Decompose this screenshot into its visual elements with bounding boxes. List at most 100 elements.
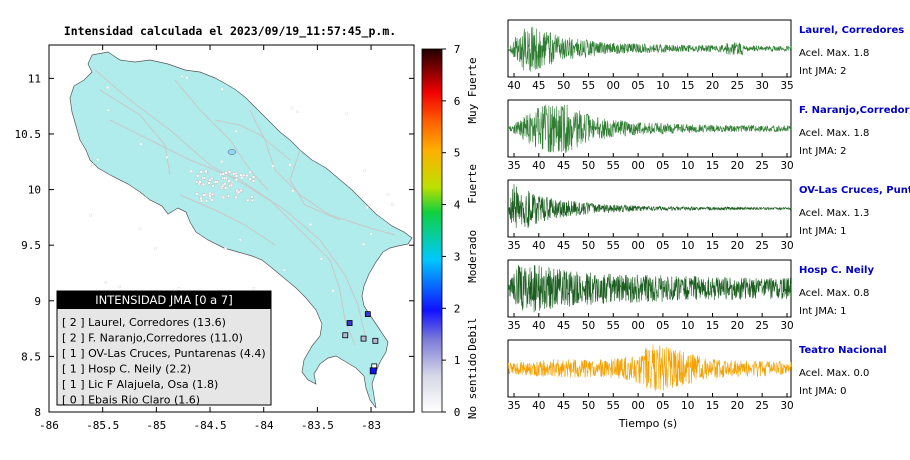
legend-entry: [ 1 ] Lic F Alajuela, Osa (1.8) [62, 378, 218, 391]
station-marker[interactable] [360, 335, 367, 342]
station-dot [211, 184, 215, 188]
time-tick-label: 55 [607, 160, 620, 172]
station-dot [204, 169, 208, 173]
station-dot [365, 206, 369, 209]
time-tick-label: 00 [631, 160, 644, 172]
colorbar-tick-label: 2 [454, 302, 461, 315]
station-name: Hosp C. Neily [799, 265, 874, 276]
legend-entry: [ 1 ] OV-Las Cruces, Puntarenas (4.4) [62, 347, 266, 360]
waveform-trace [507, 104, 792, 153]
station-dot [195, 192, 199, 196]
station-dot [296, 110, 299, 113]
figure-title: Intensidad calculada el 2023/09/19_11:57… [64, 24, 396, 39]
station-marker[interactable] [364, 311, 371, 318]
station-dot [288, 163, 292, 167]
x-tick-label: -86 [39, 419, 59, 432]
x-tick-label: -83.5 [301, 419, 334, 432]
time-tick-label: 15 [706, 320, 719, 332]
station-dot [271, 164, 275, 168]
station-dot [242, 173, 246, 177]
station-dot [220, 160, 224, 163]
colorbar-category-label: No sentido [466, 353, 479, 419]
y-tick-label: 8 [34, 406, 41, 419]
colorbar-tick-label: 7 [454, 43, 461, 56]
time-tick-label: 55 [607, 400, 620, 412]
station-dot [224, 247, 227, 250]
time-tick-label: 15 [706, 160, 719, 172]
jma-intensity: Int JMA: 2 [799, 146, 847, 157]
x-tick-label: -84.5 [193, 419, 226, 432]
waveform-panels: 40 45 50 55 00 05 10 15 20 25 30 35 Laurel, Corredor… [507, 19, 910, 412]
time-tick-label: 20 [731, 400, 744, 412]
road-network [94, 69, 396, 346]
time-tick-label: 10 [656, 80, 669, 92]
time-tick-label: 35 [507, 320, 520, 332]
waveform-trace [507, 184, 792, 229]
time-tick-label: 20 [731, 240, 744, 252]
time-tick-label: 45 [557, 320, 570, 332]
station-dot [309, 223, 312, 226]
station-dot [96, 158, 99, 161]
station-dot [252, 175, 256, 179]
station-dot [165, 156, 169, 159]
station-dot [240, 176, 244, 179]
time-tick-label: 20 [706, 80, 719, 92]
colorbar-category-label: Muy Fuerte [466, 57, 479, 123]
legend-entry: [ 2 ] Laurel, Corredores (13.6) [62, 316, 226, 329]
station-dot [208, 192, 212, 195]
time-tick-label: 55 [607, 320, 620, 332]
time-tick-label: 35 [780, 80, 793, 92]
x-tick-label: -84 [254, 419, 274, 432]
legend-header [57, 291, 271, 309]
station-dot [220, 87, 224, 91]
time-tick-label: 20 [731, 320, 744, 332]
station-dot [189, 169, 193, 173]
waveform-trace [507, 344, 792, 392]
max-acceleration: Acel. Max. 0.0 [799, 368, 869, 379]
station-dot [200, 199, 204, 203]
station-dot [177, 287, 181, 291]
time-tick-label: 35 [507, 400, 520, 412]
time-tick-label: 25 [755, 240, 768, 252]
time-tick-label: 15 [681, 80, 694, 92]
time-tick-label: 45 [557, 160, 570, 172]
station-marker[interactable] [372, 337, 379, 344]
station-dot [320, 257, 323, 261]
station-name: Teatro Nacional [799, 345, 887, 356]
station-dot [227, 194, 230, 198]
time-tick-label: 30 [780, 240, 793, 252]
time-tick-label: 40 [532, 240, 545, 252]
x-tick-label: -83 [361, 419, 381, 432]
station-dot [391, 203, 394, 206]
station-name: OV-Las Cruces, Puntar [799, 185, 910, 196]
legend-entry: [ 2 ] F. Naranjo,Corredores (11.0) [62, 332, 243, 345]
y-tick-label: 10.5 [15, 128, 42, 141]
station-dot [202, 193, 206, 197]
time-tick-label: 30 [780, 160, 793, 172]
time-tick-label: 10 [681, 320, 694, 332]
station-marker[interactable] [342, 332, 349, 339]
station-marker[interactable] [346, 320, 353, 326]
station-dot [154, 247, 157, 250]
time-tick-label: 00 [631, 400, 644, 412]
time-tick-label: 35 [507, 160, 520, 172]
station-dot [138, 227, 142, 231]
station-dot [195, 180, 199, 184]
station-dot [250, 195, 254, 199]
intensity-map: -86 -85.5 -85 -84.5 -84 -83.5 -83 11 10.5 10 9.5 9… [15, 44, 415, 432]
station-dot [251, 198, 255, 202]
waveform-trace [507, 264, 792, 313]
y-tick-label: 8.5 [21, 350, 41, 363]
time-axis-label: Tiempo (s) [618, 417, 677, 430]
waveform-panel: 35 40 45 50 55 00 05 10 15 20 25 30 OV-Las Cruces, P… [507, 179, 910, 252]
station-dot [252, 179, 256, 183]
map-x-axis: -86 -85.5 -85 -84.5 -84 -83.5 -83 [39, 45, 381, 432]
station-dot [210, 198, 214, 202]
station-dot [91, 163, 94, 166]
time-tick-label: 05 [656, 400, 669, 412]
time-tick-label: 05 [656, 320, 669, 332]
station-dot [199, 170, 203, 174]
station-dot [235, 189, 239, 193]
max-acceleration: Acel. Max. 1.8 [799, 128, 869, 139]
